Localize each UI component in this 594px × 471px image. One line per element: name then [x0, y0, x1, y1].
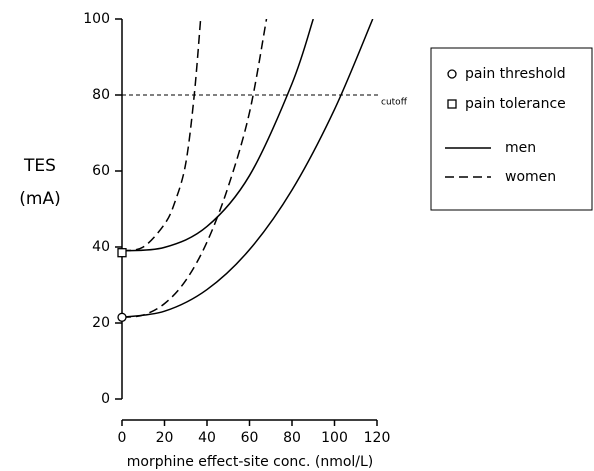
- y-tick-label: 100: [83, 11, 110, 27]
- marker-circle: [117, 312, 127, 322]
- x-tick-label: 20: [156, 430, 174, 446]
- legend-box: [430, 47, 593, 211]
- y-tick-label: 40: [92, 239, 110, 255]
- curve: [121, 19, 202, 252]
- legend-label: men: [505, 140, 536, 156]
- legend-symbol: [447, 99, 457, 109]
- x-tick-label: 40: [198, 430, 216, 446]
- y-axis-label: (mA): [19, 189, 60, 209]
- x-tick-label: 0: [118, 430, 127, 446]
- x-tick-label: 80: [283, 430, 301, 446]
- x-tick-label: 100: [321, 430, 348, 446]
- legend-label: women: [505, 169, 556, 185]
- y-tick-label: 20: [92, 315, 110, 331]
- curve: [121, 19, 268, 319]
- curve: [121, 19, 314, 252]
- cutoff-label: cutoff: [381, 98, 408, 108]
- y-tick-label: 80: [92, 87, 110, 103]
- y-tick-label: 0: [101, 391, 110, 407]
- curve: [121, 19, 374, 319]
- y-axis-label: TES: [23, 156, 56, 176]
- legend-symbol: [447, 69, 457, 79]
- x-tick-label: 60: [241, 430, 259, 446]
- legend-label: pain threshold: [465, 66, 566, 82]
- y-tick-label: 60: [92, 163, 110, 179]
- legend-label: pain tolerance: [465, 96, 566, 112]
- x-axis-label: morphine effect-site conc. (nmol/L): [127, 454, 374, 470]
- x-tick-label: 120: [364, 430, 391, 446]
- marker-square: [117, 248, 127, 258]
